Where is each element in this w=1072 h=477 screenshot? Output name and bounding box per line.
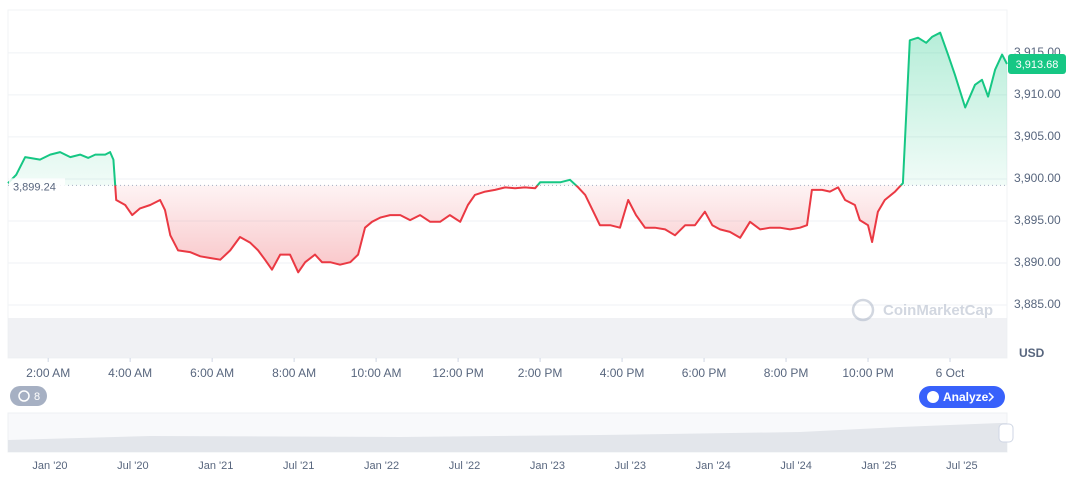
price-tag	[1008, 53, 1066, 74]
navigator-label: Jan '21	[198, 460, 233, 472]
navigator-label: Jul '25	[946, 460, 977, 472]
y-tick-label: 3,890.00	[1014, 255, 1061, 269]
navigator-label: Jan '22	[364, 460, 399, 472]
price-line	[7, 31, 1008, 274]
x-tick-label: 4:00 PM	[600, 366, 645, 380]
x-tick-label: 2:00 AM	[26, 366, 70, 380]
analyze-label: Analyze	[943, 390, 989, 404]
navigator-label: Jul '21	[283, 460, 314, 472]
baseline-tag	[9, 178, 65, 195]
price-tag-label: 3,913.68	[1016, 59, 1059, 71]
volume-band	[8, 318, 1007, 358]
y-tick-label: 3,900.00	[1014, 171, 1061, 185]
navigator-label: Jan '24	[696, 460, 731, 472]
navigator-label: Jul '22	[449, 460, 480, 472]
x-tick-label: 6:00 PM	[682, 366, 727, 380]
y-tick-label: 3,905.00	[1014, 129, 1061, 143]
watermark-text: CoinMarketCap	[883, 302, 993, 319]
x-tick-label: 8:00 AM	[272, 366, 316, 380]
navigator	[7, 412, 1014, 453]
baseline-label: 3,899.24	[13, 181, 56, 193]
navigator-label: Jul '24	[780, 460, 811, 472]
analyze-button[interactable]: Analyze	[919, 386, 1005, 408]
x-tick-label: 12:00 PM	[432, 366, 483, 380]
y-tick-label: 3,910.00	[1014, 87, 1061, 101]
plot-frame	[7, 9, 1008, 359]
history-count: 8	[34, 391, 40, 403]
x-tick-label: 4:00 AM	[108, 366, 152, 380]
history-badge[interactable]: 8	[10, 386, 47, 406]
x-tick-label: 10:00 PM	[842, 366, 893, 380]
watermark: CoinMarketCap	[851, 298, 993, 322]
x-tick-label: 2:00 PM	[518, 366, 563, 380]
y-tick-label: 3,895.00	[1014, 213, 1061, 227]
x-tick-label: 6:00 AM	[190, 366, 234, 380]
y-tick-label: 3,885.00	[1014, 297, 1061, 311]
navigator-label: Jan '20	[32, 460, 67, 472]
navigator-label: Jan '25	[861, 460, 896, 472]
x-tick-label: 8:00 PM	[764, 366, 809, 380]
x-tick-label: 10:00 AM	[351, 366, 402, 380]
navigator-label: Jan '23	[530, 460, 565, 472]
price-area	[8, 32, 1007, 273]
currency-label: USD	[1019, 346, 1045, 360]
navigator-label: Jul '23	[615, 460, 646, 472]
x-tick-label: 6 Oct	[936, 366, 965, 380]
navigator-label: Jul '20	[117, 460, 148, 472]
